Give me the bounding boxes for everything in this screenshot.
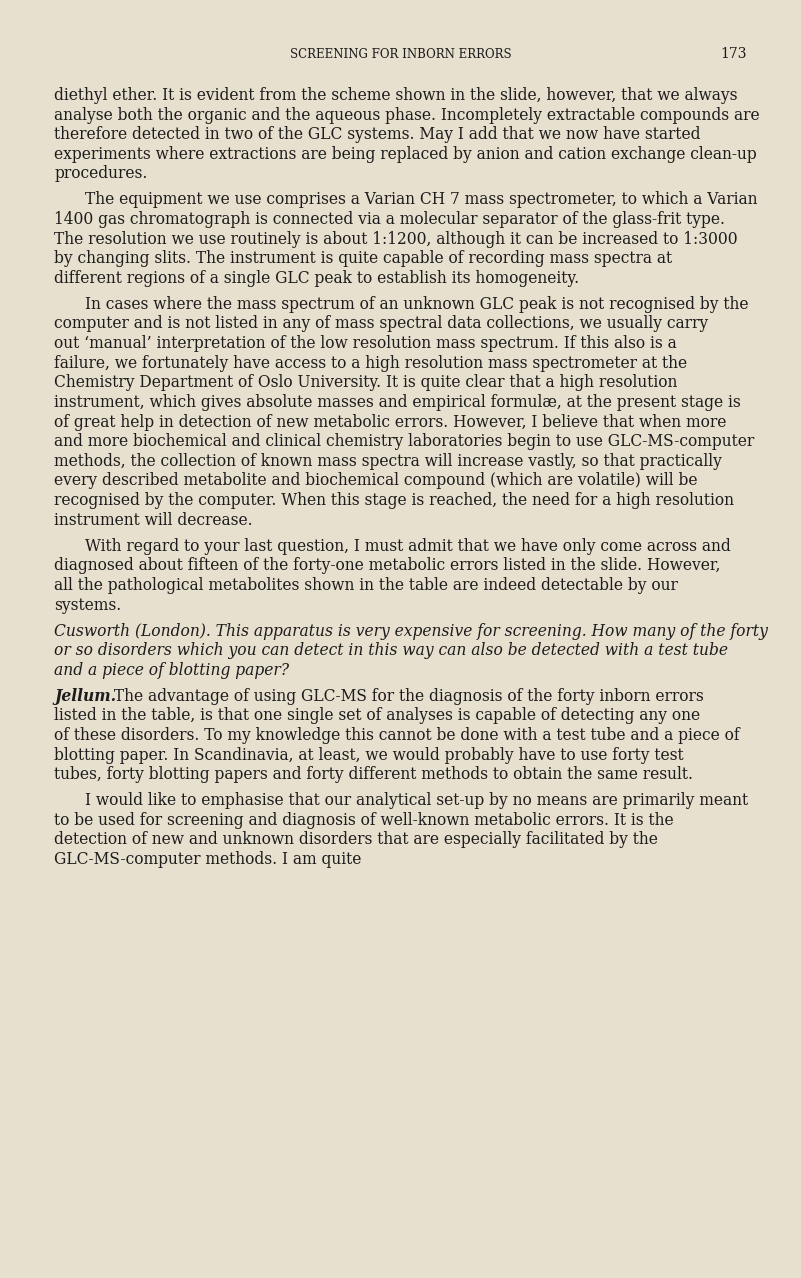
Text: procedures.: procedures. [54, 165, 148, 183]
Text: out ‘manual’ interpretation of the low resolution mass spectrum. If this also is: out ‘manual’ interpretation of the low r… [54, 335, 677, 353]
Text: recognised by the computer. When this stage is reached, the need for a high reso: recognised by the computer. When this st… [54, 492, 735, 509]
Text: instrument will decrease.: instrument will decrease. [54, 511, 253, 529]
Text: Cusworth (London). This apparatus is very expensive for screening. How many of t: Cusworth (London). This apparatus is ver… [54, 622, 768, 639]
Text: The advantage of using GLC-MS for the diagnosis of the forty inborn errors: The advantage of using GLC-MS for the di… [109, 688, 703, 704]
Text: I would like to emphasise that our analytical set-up by no means are primarily m: I would like to emphasise that our analy… [85, 792, 748, 809]
Text: systems.: systems. [54, 597, 122, 613]
Text: computer and is not listed in any of mass spectral data collections, we usually : computer and is not listed in any of mas… [54, 316, 709, 332]
Text: SCREENING FOR INBORN ERRORS: SCREENING FOR INBORN ERRORS [290, 47, 511, 60]
Text: experiments where extractions are being replaced by anion and cation exchange cl: experiments where extractions are being … [54, 146, 757, 162]
Text: listed in the table, is that one single set of analyses is capable of detecting : listed in the table, is that one single … [54, 707, 701, 725]
Text: Chemistry Department of Oslo University. It is quite clear that a high resolutio: Chemistry Department of Oslo University.… [54, 374, 678, 391]
Text: 173: 173 [720, 46, 747, 60]
Text: all the pathological metabolites shown in the table are indeed detectable by our: all the pathological metabolites shown i… [54, 576, 678, 594]
Text: by changing slits. The instrument is quite capable of recording mass spectra at: by changing slits. The instrument is qui… [54, 250, 673, 267]
Text: The equipment we use comprises a Varian CH 7 mass spectrometer, to which a Varia: The equipment we use comprises a Varian … [85, 192, 758, 208]
Text: every described metabolite and biochemical compound (which are volatile) will be: every described metabolite and biochemic… [54, 473, 698, 489]
Text: 1400 gas chromatograph is connected via a molecular separator of the glass-frit : 1400 gas chromatograph is connected via … [54, 211, 726, 227]
Text: of these disorders. To my knowledge this cannot be done with a test tube and a p: of these disorders. To my knowledge this… [54, 727, 740, 744]
Text: With regard to your last question, I must admit that we have only come across an: With regard to your last question, I mus… [85, 538, 731, 555]
Text: therefore detected in two of the GLC systems. May I add that we now have started: therefore detected in two of the GLC sys… [54, 127, 701, 143]
Text: The resolution we use routinely is about 1:1200, although it can be increased to: The resolution we use routinely is about… [54, 230, 738, 248]
Text: methods, the collection of known mass spectra will increase vastly, so that prac: methods, the collection of known mass sp… [54, 452, 723, 470]
Text: and a piece of blotting paper?: and a piece of blotting paper? [54, 662, 289, 679]
Text: tubes, forty blotting papers and forty different methods to obtain the same resu: tubes, forty blotting papers and forty d… [54, 767, 694, 783]
Text: instrument, which gives absolute masses and empirical formulæ, at the present st: instrument, which gives absolute masses … [54, 394, 741, 412]
Text: In cases where the mass spectrum of an unknown GLC peak is not recognised by the: In cases where the mass spectrum of an u… [85, 295, 748, 313]
Text: blotting paper. In Scandinavia, at least, we would probably have to use forty te: blotting paper. In Scandinavia, at least… [54, 746, 684, 764]
Text: diagnosed about fifteen of the forty-one metabolic errors listed in the slide. H: diagnosed about fifteen of the forty-one… [54, 557, 721, 574]
Text: GLC-MS-computer methods. I am quite: GLC-MS-computer methods. I am quite [54, 851, 362, 868]
Text: different regions of a single GLC peak to establish its homogeneity.: different regions of a single GLC peak t… [54, 270, 580, 286]
Text: failure, we fortunately have access to a high resolution mass spectrometer at th: failure, we fortunately have access to a… [54, 355, 687, 372]
Text: and more biochemical and clinical chemistry laboratories begin to use GLC-MS-com: and more biochemical and clinical chemis… [54, 433, 755, 450]
Text: Jellum.: Jellum. [54, 688, 116, 704]
Text: of great help in detection of new metabolic errors. However, I believe that when: of great help in detection of new metabo… [54, 414, 727, 431]
Text: diethyl ether. It is evident from the scheme shown in the slide, however, that w: diethyl ether. It is evident from the sc… [54, 87, 738, 104]
Text: to be used for screening and diagnosis of well-known metabolic errors. It is the: to be used for screening and diagnosis o… [54, 812, 674, 829]
Text: or so disorders which you can detect in this way can also be detected with a tes: or so disorders which you can detect in … [54, 642, 728, 659]
Text: analyse both the organic and the aqueous phase. Incompletely extractable compoun: analyse both the organic and the aqueous… [54, 106, 760, 124]
Text: detection of new and unknown disorders that are especially facilitated by the: detection of new and unknown disorders t… [54, 832, 658, 849]
